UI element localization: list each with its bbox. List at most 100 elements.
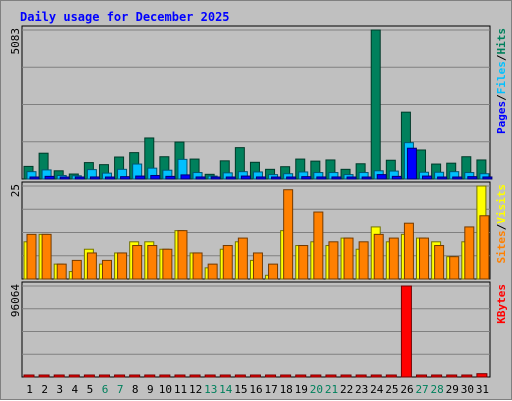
series-sites [26,189,490,280]
bar-pages-day-15 [240,175,251,180]
bar-kbytes-day-13 [204,374,216,378]
bar-kbytes-day-5 [83,374,95,378]
bar-sites-day-28 [434,245,445,280]
bar-pages-day-28 [437,176,448,180]
bar-kbytes-day-31 [476,373,488,378]
legend-item: Sites [495,230,508,263]
bar-kbytes-day-23 [355,374,367,378]
legend-kbytes: KBytes [495,284,508,324]
bar-sites-day-25 [388,237,399,280]
bar-sites-day-1 [26,233,37,280]
legend-item: / [495,54,508,61]
bar-pages-day-10 [165,175,176,180]
bar-kbytes-day-30 [461,374,473,378]
bar-kbytes-day-10 [159,374,171,378]
bar-sites-day-5 [86,252,97,280]
x-tick-label-8: 8 [132,383,139,396]
x-tick-label-4: 4 [72,383,79,396]
panel-kbytes: 96064 KBytes [9,281,508,378]
bar-sites-day-27 [419,237,430,280]
x-tick-label-15: 15 [234,383,247,396]
bar-kbytes-day-2 [38,374,50,378]
bar-pages-day-24 [376,174,387,180]
x-tick-label-11: 11 [174,383,187,396]
x-tick-label-30: 30 [461,383,474,396]
bar-pages-day-1 [29,176,40,180]
bar-sites-day-8 [132,245,143,280]
panel-visits-sites: 25 Sites/Visits [9,181,508,280]
bar-pages-day-22 [346,176,357,180]
bar-kbytes-day-28 [431,374,443,378]
bar-kbytes-day-6 [98,374,110,378]
bar-pages-day-14 [225,176,236,180]
bar-kbytes-day-7 [114,374,126,378]
x-tick-label-19: 19 [295,383,308,396]
bar-pages-day-18 [286,176,297,180]
chart-title: Daily usage for December 2025 [20,10,230,24]
x-tick-label-28: 28 [431,383,444,396]
bar-sites-day-16 [252,252,263,280]
legend-item: Pages [495,101,508,134]
bar-sites-day-2 [41,233,52,280]
bar-sites-day-30 [464,226,475,280]
legend-item: Files [495,61,508,94]
bar-pages-day-12 [195,176,206,180]
bar-pages-day-4 [74,176,85,180]
bar-kbytes-day-3 [53,374,65,378]
bar-kbytes-day-25 [385,374,397,378]
x-tick-label-3: 3 [56,383,63,396]
x-tick-label-10: 10 [159,383,172,396]
bar-sites-day-24 [373,233,384,280]
x-tick-label-1: 1 [26,383,33,396]
x-tick-label-7: 7 [117,383,124,396]
bar-kbytes-day-22 [340,374,352,378]
bar-pages-day-13 [210,176,221,180]
y-axis-max-label: 25 [9,184,22,197]
bar-kbytes-day-8 [129,374,141,378]
bar-pages-day-11 [180,174,191,180]
bar-sites-day-22 [343,237,354,280]
y-axis-max-label: 5083 [9,28,22,55]
x-tick-label-22: 22 [340,383,353,396]
bar-sites-day-26 [403,222,414,280]
bar-sites-day-10 [162,248,173,280]
bar-kbytes-day-21 [325,374,337,378]
bar-kbytes-day-4 [68,374,80,378]
bar-sites-day-23 [358,241,369,280]
x-tick-label-18: 18 [280,383,293,396]
bar-pages-day-19 [301,176,312,180]
bar-hits-day-24 [370,29,381,180]
bar-pages-day-7 [120,176,131,180]
bar-sites-day-14 [222,245,233,280]
legend-item: / [495,223,508,230]
legend-item: Hits [495,28,508,55]
bar-kbytes-day-29 [446,374,458,378]
bar-sites-day-19 [298,245,309,280]
plot-area [21,281,491,378]
bar-kbytes-day-11 [174,374,186,378]
bar-sites-day-20 [313,211,324,280]
legend-item: / [495,94,508,101]
bar-sites-day-7 [117,252,128,280]
x-tick-label-16: 16 [249,383,262,396]
bar-kbytes-day-17 [265,374,277,378]
legend-item: KBytes [495,284,508,324]
bar-pages-day-20 [316,176,327,180]
bar-pages-day-16 [255,176,266,180]
bar-pages-day-21 [331,176,342,180]
bar-kbytes-day-12 [189,374,201,378]
bar-pages-day-29 [452,176,463,180]
x-tick-label-20: 20 [310,383,323,396]
x-tick-label-5: 5 [87,383,94,396]
bar-sites-day-29 [449,256,460,280]
bar-sites-day-13 [207,263,218,280]
bar-sites-day-21 [328,241,339,280]
legend-item: Visits [495,184,508,224]
x-axis-labels: 1 2 3 4 5 6 7 8 9 10 11 12 13 14 15 16 17 18 19 20 21 22 23 24 2… [26,383,489,396]
x-tick-label-6: 6 [102,383,109,396]
legend-hits-files-pages: Pages/Files/Hits [495,28,508,134]
bar-pages-day-17 [271,176,282,180]
